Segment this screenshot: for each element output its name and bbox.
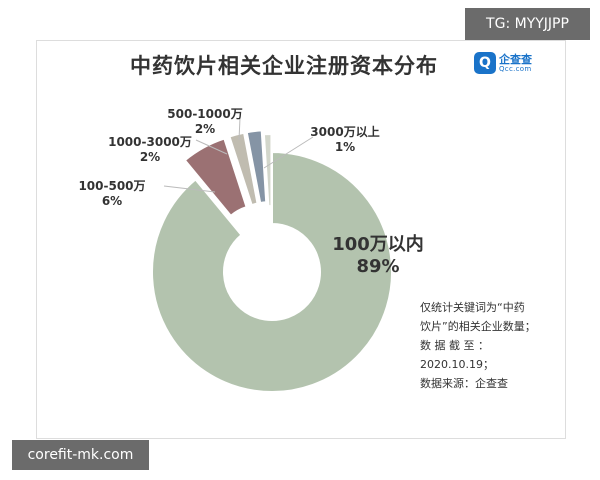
pie-slice bbox=[183, 137, 248, 218]
pie-slice bbox=[228, 131, 259, 207]
leader-line bbox=[195, 139, 228, 155]
chart-title: 中药饮片相关企业注册资本分布 bbox=[130, 54, 438, 78]
slice-label: 100-500万 bbox=[78, 179, 145, 193]
pie-slice bbox=[262, 133, 273, 208]
slice-value-label: 89% bbox=[356, 256, 399, 277]
chart-note: 仅统计关键词为“中药 饮片”的相关企业数量； 数 据 截 至 ： 2020.10… bbox=[420, 298, 558, 393]
note-line: 数 据 截 至 ： bbox=[420, 339, 489, 352]
slice-value-label: 1% bbox=[335, 140, 355, 154]
slice-label: 100万以内 bbox=[332, 233, 424, 255]
brand-mark-icon: Q bbox=[474, 52, 496, 74]
slice-label: 500-1000万 bbox=[167, 107, 242, 121]
slice-value-label: 2% bbox=[140, 150, 160, 164]
slice-label: 1000-3000万 bbox=[108, 135, 192, 149]
leader-line bbox=[163, 185, 216, 193]
brand-name: 企查查 bbox=[499, 53, 532, 66]
slice-label: 3000万以上 bbox=[310, 124, 379, 139]
leader-line bbox=[263, 136, 314, 169]
slice-value-label: 6% bbox=[102, 194, 122, 208]
note-line: 饮片”的相关企业数量； bbox=[420, 320, 536, 333]
watermark-bottom: corefit-mk.com bbox=[12, 440, 149, 470]
slice-value-label: 2% bbox=[195, 122, 215, 136]
note-line: 仅统计关键词为“中药 bbox=[420, 301, 525, 314]
note-line: 数据来源：企查查 bbox=[420, 377, 508, 390]
pie-slice bbox=[151, 150, 393, 393]
watermark-top: TG: MYYJJPP bbox=[465, 8, 590, 40]
pie-slice bbox=[245, 129, 268, 205]
brand-logo: Q 企查查 Qcc.com bbox=[474, 51, 534, 77]
brand-url: Qcc.com bbox=[499, 65, 532, 73]
note-line: 2020.10.19； bbox=[420, 358, 494, 371]
leader-line bbox=[238, 117, 241, 141]
